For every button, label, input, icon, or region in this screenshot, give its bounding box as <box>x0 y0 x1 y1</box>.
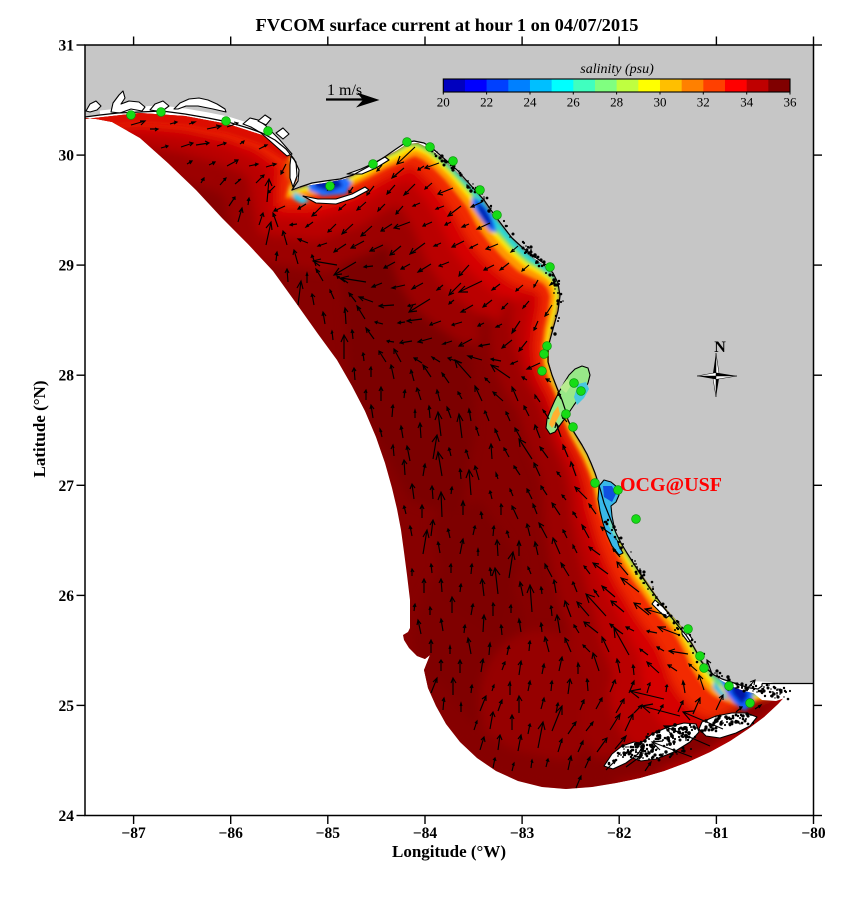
svg-text:−80: −80 <box>801 825 826 842</box>
svg-text:22: 22 <box>480 95 493 110</box>
svg-text:31: 31 <box>59 38 75 55</box>
svg-text:−82: −82 <box>607 825 632 842</box>
svg-text:26: 26 <box>567 95 581 110</box>
svg-text:FVCOM surface current at hour: FVCOM surface current at hour 1 on 04/07… <box>256 15 639 35</box>
svg-text:−83: −83 <box>510 825 535 842</box>
svg-text:−84: −84 <box>413 825 438 842</box>
svg-text:29: 29 <box>59 258 75 275</box>
svg-text:OCG@USF: OCG@USF <box>620 474 722 496</box>
svg-text:24: 24 <box>59 808 75 825</box>
svg-text:32: 32 <box>697 95 710 110</box>
svg-text:24: 24 <box>524 95 538 110</box>
svg-text:−81: −81 <box>704 825 728 842</box>
svg-text:−86: −86 <box>219 825 244 842</box>
svg-text:N: N <box>714 339 726 356</box>
svg-text:34: 34 <box>740 95 754 110</box>
svg-text:20: 20 <box>437 95 450 110</box>
svg-text:27: 27 <box>59 478 75 495</box>
svg-text:salinity (psu): salinity (psu) <box>580 62 654 77</box>
svg-text:−87: −87 <box>121 825 146 842</box>
svg-text:28: 28 <box>610 95 623 110</box>
svg-text:28: 28 <box>59 368 75 385</box>
svg-text:26: 26 <box>59 588 75 605</box>
svg-text:30: 30 <box>59 148 75 165</box>
svg-text:25: 25 <box>59 698 75 715</box>
svg-text:Longitude (°W): Longitude (°W) <box>392 842 506 861</box>
svg-text:−85: −85 <box>316 825 341 842</box>
svg-text:Latitude (°N): Latitude (°N) <box>30 381 49 478</box>
svg-text:30: 30 <box>654 95 667 110</box>
svg-text:36: 36 <box>784 95 798 110</box>
svg-text:1 m/s: 1 m/s <box>327 82 362 99</box>
